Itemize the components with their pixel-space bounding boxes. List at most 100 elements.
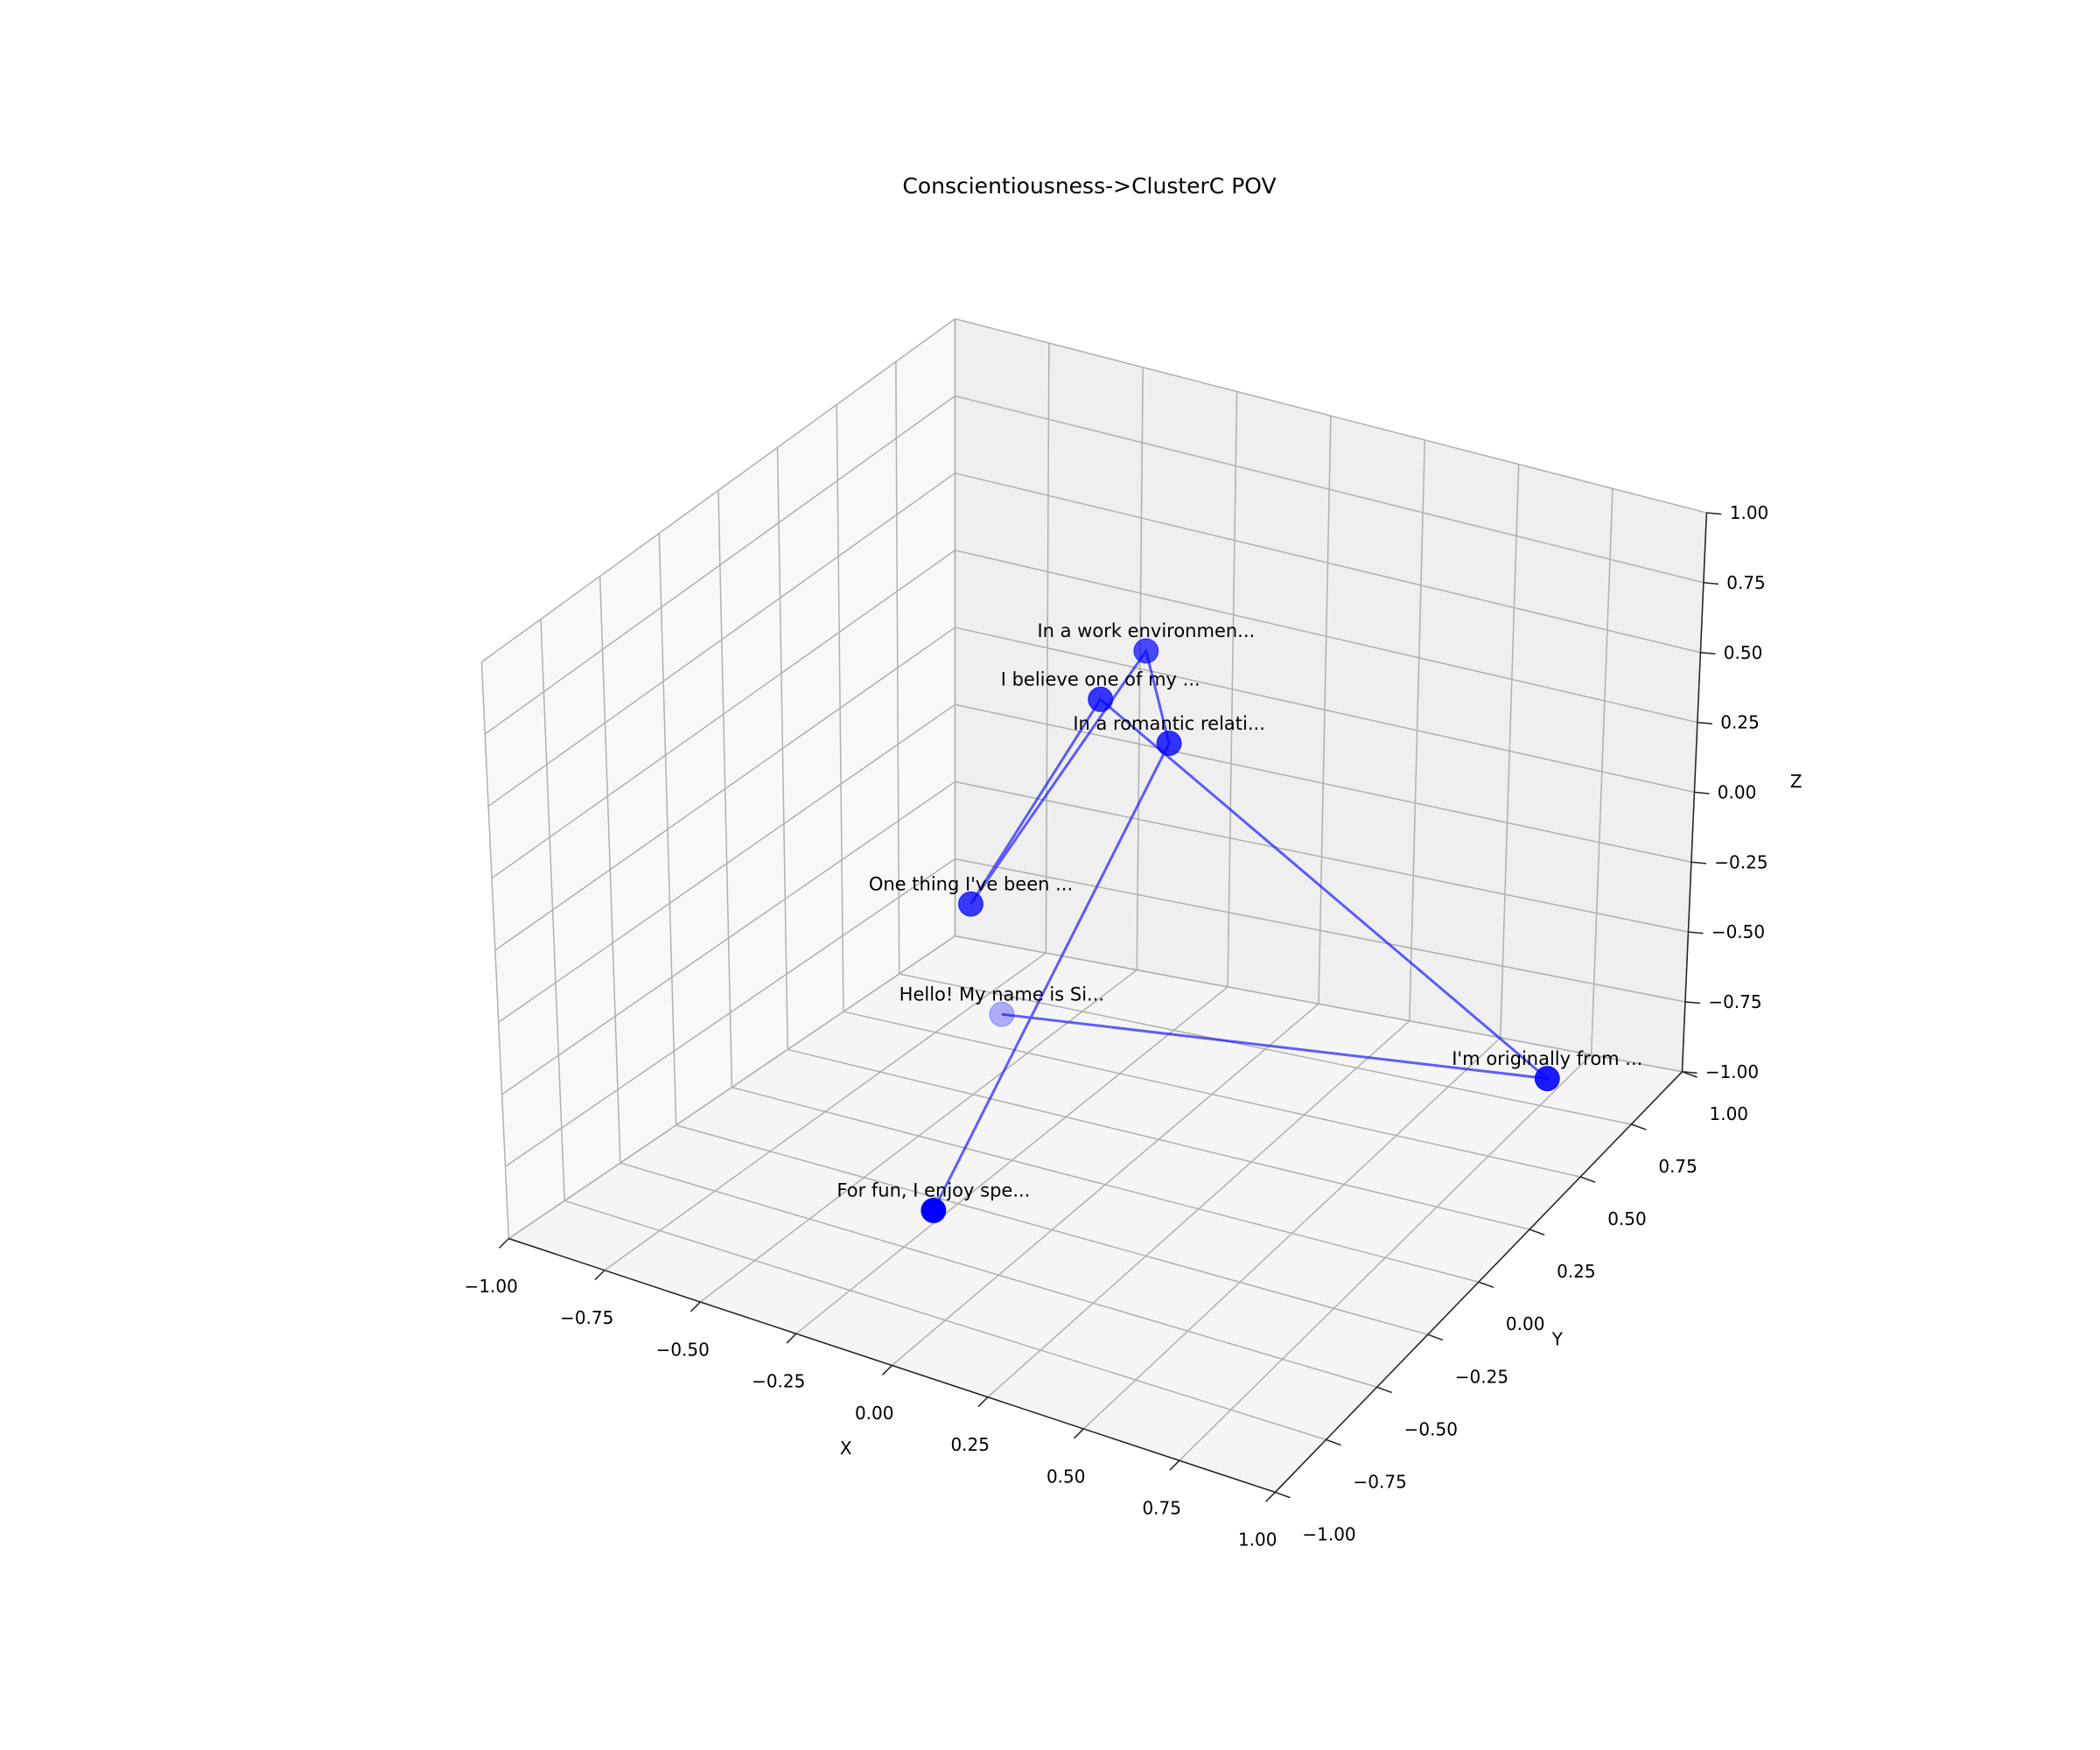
x-tick <box>594 1270 606 1281</box>
y-axis-label: Y <box>1551 1328 1564 1349</box>
x-tick <box>690 1301 701 1312</box>
y-tick <box>1376 1386 1392 1394</box>
point <box>920 1197 947 1223</box>
z-tick-label: 0.25 <box>1720 712 1760 733</box>
z-tick-label: 0.00 <box>1718 781 1757 802</box>
grid-line <box>484 395 956 735</box>
grid-line <box>676 1124 1428 1335</box>
z-axis-label: Z <box>1790 771 1802 792</box>
point <box>1133 638 1159 664</box>
point <box>1156 731 1182 756</box>
y-tick-label: 0.00 <box>1506 1313 1545 1334</box>
y-tick <box>1427 1334 1444 1341</box>
z-tick <box>1700 651 1716 655</box>
grid-line <box>732 1086 1480 1283</box>
grid-line <box>955 780 1689 933</box>
z-tick <box>1697 721 1713 724</box>
z-tick <box>1694 791 1710 794</box>
y-axis-line <box>1274 1071 1684 1493</box>
z-tick <box>1688 931 1704 934</box>
grid-line <box>564 1200 1326 1441</box>
z-tick <box>1684 1001 1701 1004</box>
x-axis-label: X <box>840 1438 852 1459</box>
y-tick-label: 0.50 <box>1607 1208 1647 1229</box>
grid-line <box>505 858 956 1167</box>
grid-line <box>955 704 1692 864</box>
x-tick-label: 0.50 <box>1046 1466 1086 1487</box>
point-annotation: One thing I've been ... <box>869 873 1073 894</box>
point-annotation: I'm originally from ... <box>1452 1048 1642 1069</box>
point <box>1088 686 1114 712</box>
grid-line <box>508 935 956 1240</box>
z-tick-label: 0.50 <box>1724 642 1763 663</box>
x-tick-label: −1.00 <box>465 1276 518 1297</box>
x-tick <box>881 1364 892 1376</box>
z-tick-label: −0.25 <box>1714 851 1768 872</box>
grid-line <box>620 1162 1377 1388</box>
y-tick <box>1529 1228 1545 1236</box>
point-annotation: For fun, I enjoy spe... <box>836 1180 1030 1201</box>
y-tick-label: −0.25 <box>1455 1366 1508 1387</box>
y-tick-label: 0.75 <box>1658 1156 1698 1177</box>
z-tick <box>1706 512 1722 515</box>
grid-line <box>955 472 1701 654</box>
point-annotation: In a work environmen... <box>1037 620 1255 641</box>
point <box>1534 1066 1560 1092</box>
point <box>989 1001 1015 1027</box>
chart-title: Conscientiousness->ClusterC POV <box>902 173 1276 199</box>
x-tick-label: 0.75 <box>1142 1498 1181 1519</box>
z-tick <box>1703 582 1719 585</box>
y-tick <box>1478 1281 1494 1289</box>
grid-line <box>494 626 956 951</box>
left-pane <box>481 318 956 1239</box>
y-tick-label: −0.50 <box>1404 1418 1458 1439</box>
z-tick-label: 1.00 <box>1730 502 1769 523</box>
y-tick-label: 1.00 <box>1709 1103 1748 1124</box>
point-annotation: I believe one of my ... <box>1001 669 1200 690</box>
x-tick-label: 0.00 <box>855 1403 894 1424</box>
grid-line <box>491 550 956 879</box>
grid-line <box>955 626 1695 794</box>
grid-line <box>480 318 956 663</box>
point-annotation: In a romantic relati... <box>1073 713 1265 734</box>
y-tick <box>1631 1124 1647 1130</box>
grid-line <box>955 318 1707 514</box>
y-tick <box>1275 1491 1291 1499</box>
x-tick <box>786 1333 797 1344</box>
back-pane <box>955 318 1707 1072</box>
grid-line <box>899 973 1632 1125</box>
z-tick <box>1682 1071 1698 1074</box>
grid-line <box>498 704 956 1024</box>
y-tick-label: 0.25 <box>1557 1261 1596 1282</box>
grid-line <box>955 395 1704 584</box>
z-tick-label: 0.75 <box>1726 572 1766 593</box>
x-axis-line <box>508 1237 1276 1494</box>
z-tick <box>1690 861 1707 864</box>
point <box>958 891 984 917</box>
z-tick-label: −1.00 <box>1705 1061 1759 1082</box>
point-annotation: Hello! My name is Si... <box>900 984 1104 1004</box>
x-tick-label: −0.25 <box>752 1371 805 1392</box>
grid-line <box>843 1011 1581 1178</box>
y-tick-label: −1.00 <box>1302 1524 1355 1545</box>
x-tick <box>1264 1491 1276 1502</box>
z-tick-label: −0.75 <box>1708 991 1761 1012</box>
y-tick-label: −0.75 <box>1354 1471 1407 1492</box>
x-tick-label: −0.75 <box>560 1307 613 1328</box>
x-tick <box>1073 1428 1084 1439</box>
y-tick <box>1326 1438 1341 1446</box>
x-tick-label: 1.00 <box>1238 1530 1278 1550</box>
x-tick-label: 0.25 <box>950 1434 990 1455</box>
x-tick <box>977 1396 989 1408</box>
grid-line <box>955 935 1683 1073</box>
grid-line <box>487 472 956 807</box>
grid-line <box>788 1048 1530 1230</box>
x-tick <box>1169 1460 1180 1471</box>
x-tick-label: −0.50 <box>656 1339 710 1360</box>
y-tick <box>1579 1176 1596 1183</box>
x-tick <box>499 1237 509 1249</box>
y-tick <box>1682 1071 1698 1078</box>
grid-line <box>955 550 1698 724</box>
